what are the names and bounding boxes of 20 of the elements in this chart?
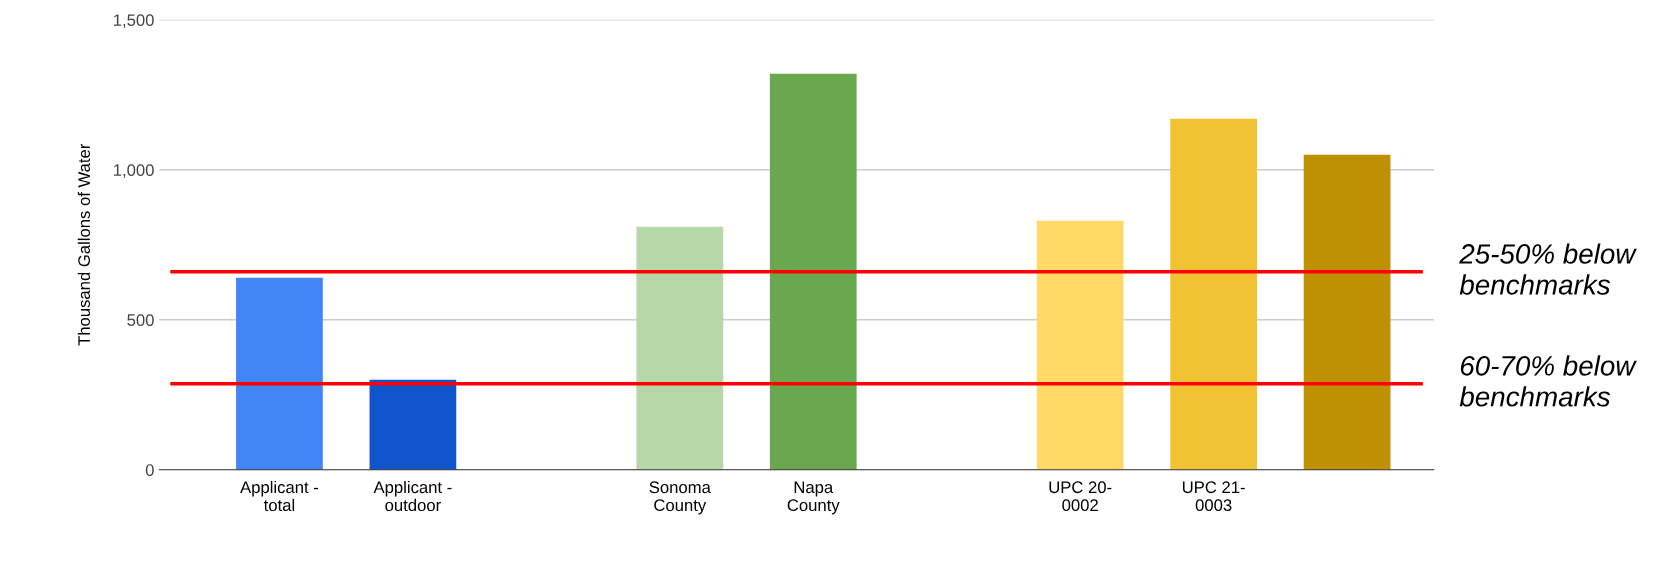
bar bbox=[769, 73, 857, 470]
x-tick-label: Sonoma County bbox=[649, 481, 711, 515]
y-tick-label: 0 bbox=[145, 464, 154, 476]
bar bbox=[1170, 118, 1257, 470]
y-axis-title: Thousand Gallons of Water bbox=[77, 143, 91, 346]
x-tick-label: UPC 20- 0002 bbox=[1049, 481, 1112, 512]
bar bbox=[236, 277, 323, 470]
x-tick-label: Applicant - outdoor bbox=[373, 480, 452, 512]
bar bbox=[636, 226, 724, 470]
x-tick-label: Applicant - total bbox=[240, 480, 319, 512]
y-tick-label: 500 bbox=[127, 314, 154, 326]
bar bbox=[1303, 154, 1391, 470]
y-tick-label: 1,000 bbox=[114, 164, 154, 178]
x-tick-label: Napa County bbox=[787, 481, 840, 515]
ref-line-label: 60-70% below benchmarks bbox=[1459, 355, 1637, 407]
ref-line-label: 25-50% below benchmarks bbox=[1459, 243, 1637, 295]
bar bbox=[369, 379, 457, 470]
y-tick-label: 1,500 bbox=[114, 14, 154, 28]
bar bbox=[1036, 220, 1124, 470]
x-tick-label: UPC 21- 0003 bbox=[1182, 481, 1245, 512]
